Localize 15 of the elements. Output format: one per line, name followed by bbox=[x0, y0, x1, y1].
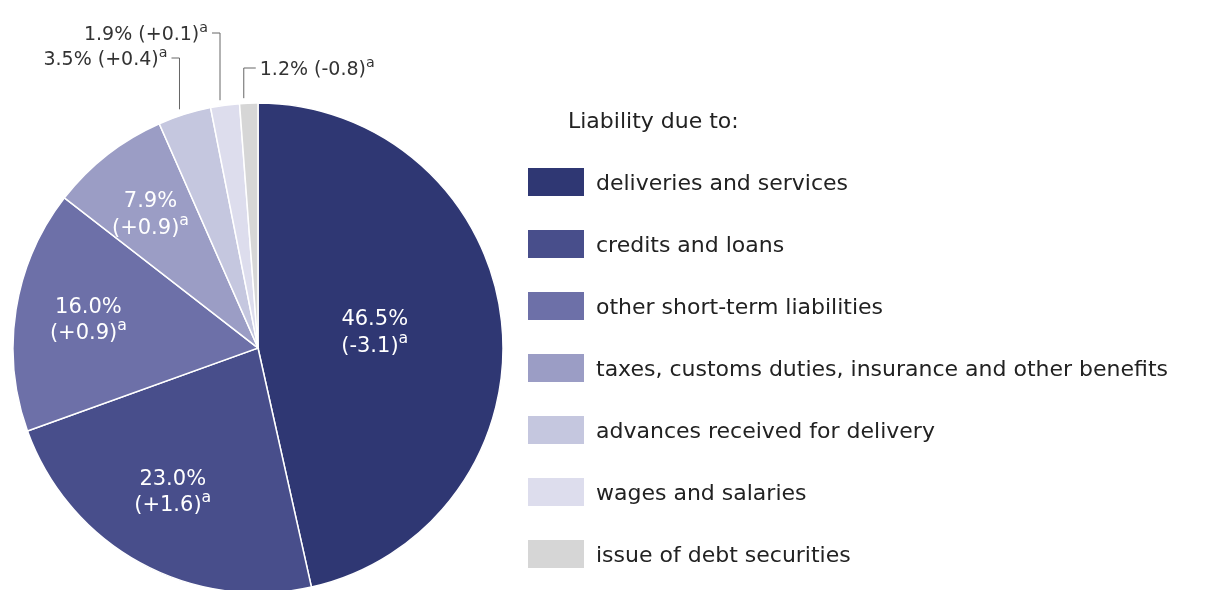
legend-label: credits and loans bbox=[596, 231, 785, 257]
data-label: 16.0% (+0.9)$^{a}$ bbox=[49, 293, 127, 344]
legend-title: Liability due to: bbox=[568, 108, 740, 133]
legend-label: taxes, customs duties, insurance and other benefits bbox=[596, 355, 1168, 381]
data-label: 7.9% (+0.9)$^{a}$ bbox=[111, 188, 189, 239]
legend-label: issue of debt securities bbox=[596, 541, 851, 567]
data-label: 23.0% (+1.6)$^{a}$ bbox=[134, 465, 212, 517]
data-label: 1.9% (+0.1)$^{a}$ bbox=[83, 19, 208, 44]
data-label: 46.5% (-3.1)$^{a}$ bbox=[341, 306, 409, 357]
data-label: 1.2% (-0.8)$^{a}$ bbox=[259, 54, 375, 79]
legend-label: wages and salaries bbox=[596, 479, 807, 505]
legend-label: other short-term liabilities bbox=[596, 293, 884, 319]
legend-label: deliveries and services bbox=[596, 169, 849, 195]
legend-label: advances received for delivery bbox=[596, 417, 935, 443]
data-label: 3.5% (+0.4)$^{a}$ bbox=[43, 44, 168, 69]
